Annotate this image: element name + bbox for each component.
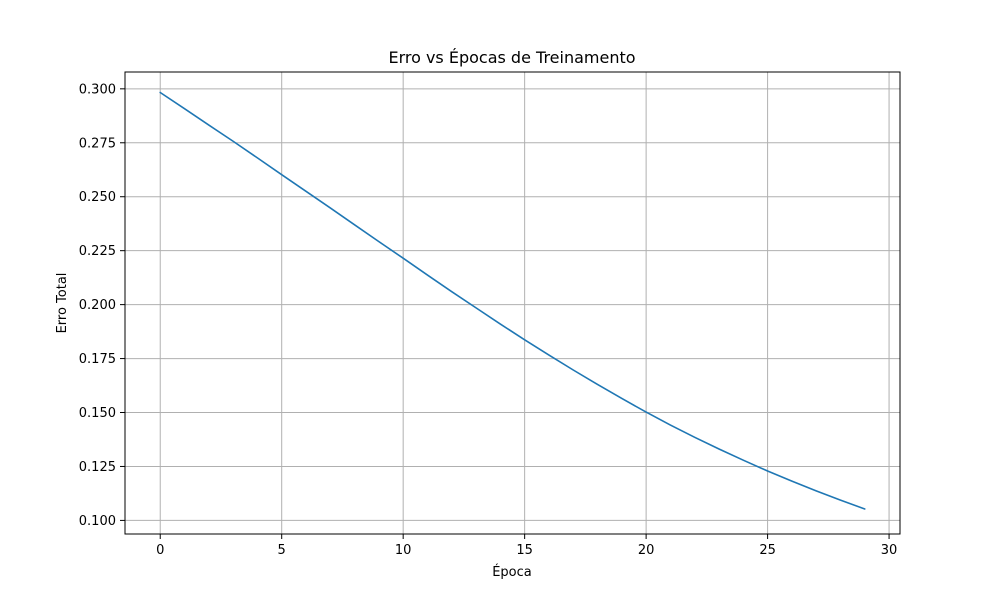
x-tick-label: 30: [881, 543, 898, 558]
x-axis-label: Época: [492, 564, 532, 580]
chart-title: Erro vs Épocas de Treinamento: [388, 48, 635, 67]
series-line-0: [159, 91, 866, 510]
y-tick-label: 0.125: [79, 460, 116, 475]
grid: [125, 72, 900, 534]
y-axis-label: Erro Total: [55, 273, 70, 334]
y-tick-label: 0.150: [79, 406, 116, 421]
x-tick-label: 15: [516, 543, 533, 558]
y-tick-label: 0.275: [79, 136, 116, 151]
y-tick-label: 0.300: [79, 82, 116, 97]
x-tick-label: 0: [156, 543, 164, 558]
series-layer: [159, 91, 866, 510]
x-tick-label: 20: [638, 543, 655, 558]
x-tick-label: 5: [278, 543, 286, 558]
x-tick-label: 10: [395, 543, 412, 558]
y-tick-label: 0.100: [79, 514, 116, 529]
y-tick-label: 0.250: [79, 190, 116, 205]
y-axis: 0.100 0.125 0.150 0.175 0.200 0.225 0.250 0.275…: [79, 82, 125, 529]
y-tick-label: 0.225: [79, 244, 116, 259]
plot-frame: [124, 71, 901, 535]
y-tick-label: 0.200: [79, 298, 116, 313]
x-tick-label: 25: [759, 543, 776, 558]
y-tick-label: 0.175: [79, 352, 116, 367]
x-axis: 0 5 10 15 20 25 30: [156, 534, 897, 558]
